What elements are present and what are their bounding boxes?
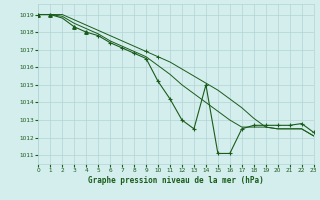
X-axis label: Graphe pression niveau de la mer (hPa): Graphe pression niveau de la mer (hPa): [88, 176, 264, 185]
